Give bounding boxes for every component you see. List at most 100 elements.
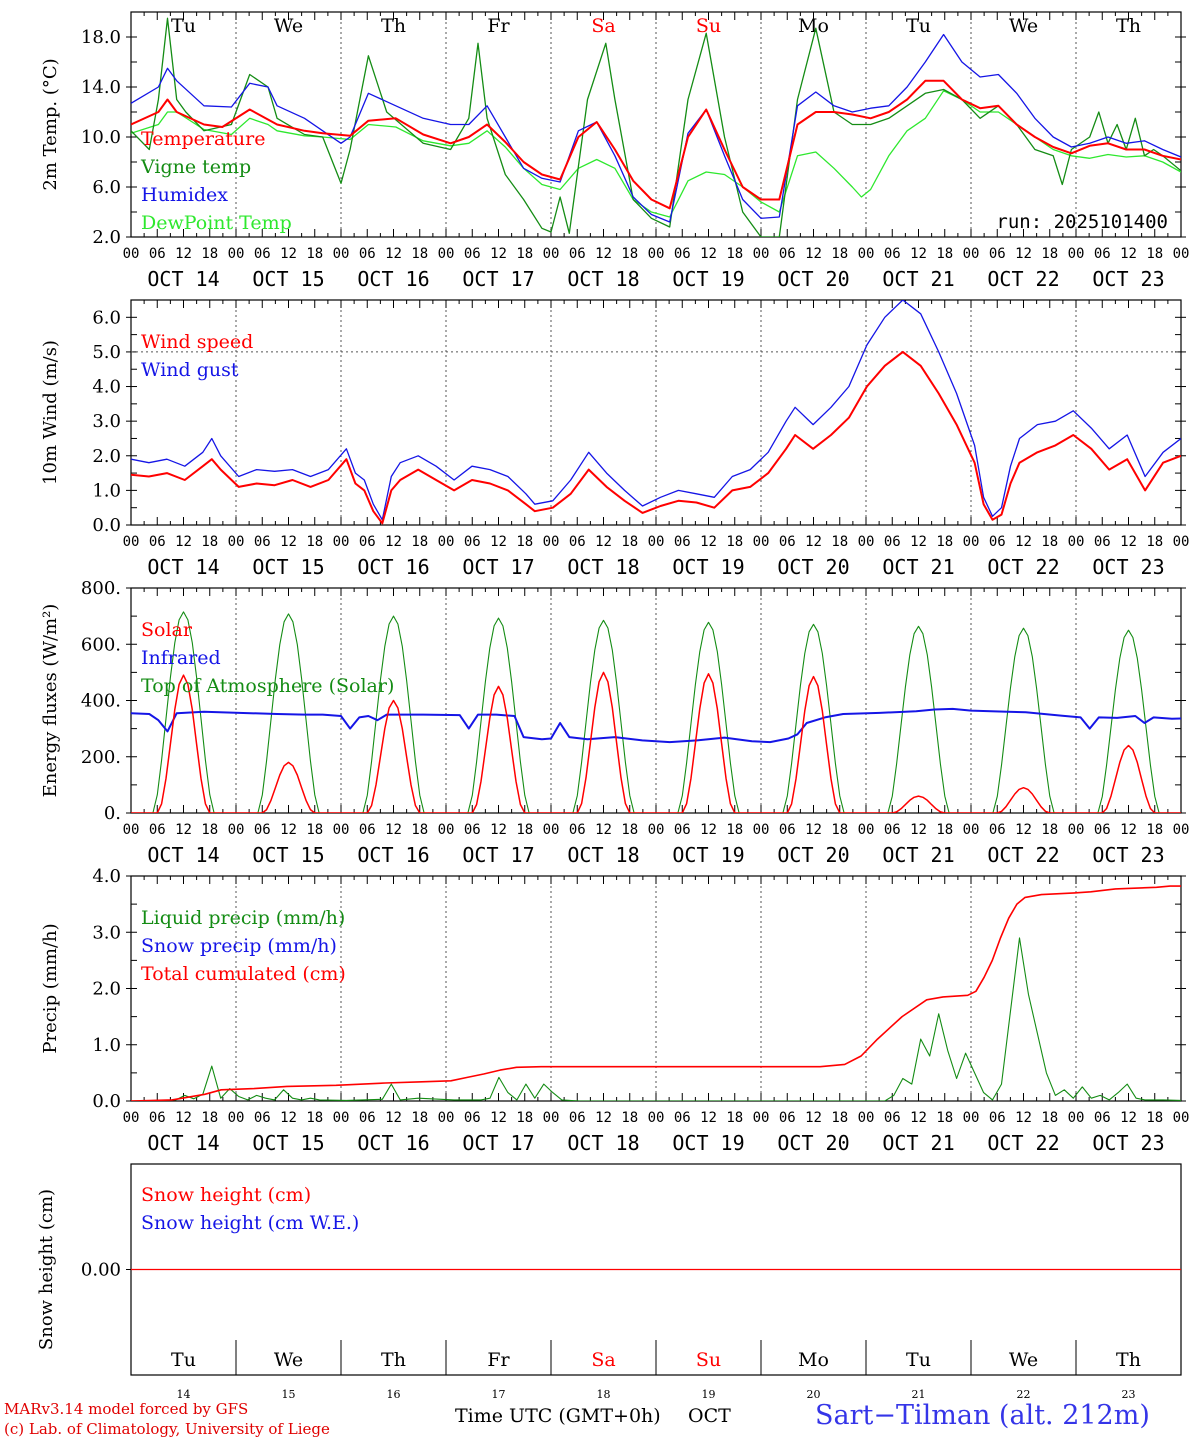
hour-tick-label: 18 xyxy=(621,534,638,550)
hour-tick-label: 18 xyxy=(1041,534,1058,550)
day-label: OCT 16 xyxy=(357,1131,429,1155)
hour-tick-label: 00 xyxy=(1068,822,1085,838)
y-tick-label: 1.0 xyxy=(92,1035,121,1056)
day-number-label: 19 xyxy=(702,1388,716,1401)
hour-tick-label: 12 xyxy=(280,534,297,550)
day-label: OCT 18 xyxy=(567,843,639,867)
hour-tick-label: 06 xyxy=(359,1110,376,1126)
day-label: OCT 20 xyxy=(777,267,849,291)
legend-top-of-atmosphere-solar-: Top of Atmosphere (Solar) xyxy=(141,675,394,697)
hour-tick-label: 06 xyxy=(149,822,166,838)
hour-tick-label: 12 xyxy=(490,246,507,262)
hour-tick-label: 06 xyxy=(359,246,376,262)
y-tick-label: 0.0 xyxy=(92,1091,121,1112)
hour-tick-label: 12 xyxy=(175,1110,192,1126)
hour-tick-label: 00 xyxy=(753,822,770,838)
hour-tick-label: 00 xyxy=(858,246,875,262)
legend-infrared: Infrared xyxy=(141,647,221,669)
hour-tick-label: 18 xyxy=(201,1110,218,1126)
hour-tick-label: 12 xyxy=(1015,534,1032,550)
y-tick-label: 400. xyxy=(81,691,121,712)
hour-tick-label: 00 xyxy=(858,534,875,550)
series-dewpoint-temp xyxy=(131,90,1181,218)
hour-tick-label: 00 xyxy=(228,1110,245,1126)
hour-tick-label: 00 xyxy=(648,822,665,838)
hour-tick-label: 18 xyxy=(411,534,428,550)
hour-tick-label: 18 xyxy=(411,822,428,838)
y-tick-label: 5.0 xyxy=(92,342,121,363)
hour-tick-label: 06 xyxy=(464,822,481,838)
hour-tick-label: 12 xyxy=(490,1110,507,1126)
day-label: OCT 21 xyxy=(882,843,954,867)
hour-tick-label: 12 xyxy=(595,822,612,838)
hour-tick-label: 06 xyxy=(464,534,481,550)
hour-tick-label: 12 xyxy=(910,534,927,550)
hour-tick-label: 12 xyxy=(1120,534,1137,550)
legend-snow-height-cm-: Snow height (cm) xyxy=(141,1184,311,1206)
hour-tick-label: 18 xyxy=(516,822,533,838)
series-liquid-precip xyxy=(131,937,1181,1101)
legend-liquid-precip-mm-h-: Liquid precip (mm/h) xyxy=(141,907,345,929)
legend-snow-precip-mm-h-: Snow precip (mm/h) xyxy=(141,935,337,957)
hour-tick-label: 06 xyxy=(359,534,376,550)
legend-wind-speed: Wind speed xyxy=(141,331,253,353)
day-label: OCT 19 xyxy=(672,1131,744,1155)
day-label: OCT 17 xyxy=(462,267,534,291)
series-temperature xyxy=(131,79,1181,210)
hour-tick-label: 06 xyxy=(149,534,166,550)
hour-tick-label: 00 xyxy=(228,246,245,262)
hour-tick-label: 18 xyxy=(1041,1110,1058,1126)
hour-tick-label: 00 xyxy=(438,1110,455,1126)
hour-tick-label: 06 xyxy=(884,822,901,838)
model-credit: MARv3.14 model forced by GFS xyxy=(4,1400,249,1418)
weekday-label: Tu xyxy=(171,1349,196,1371)
y-tick-label: 4.0 xyxy=(92,866,121,887)
hour-tick-label: 06 xyxy=(884,534,901,550)
y-tick-label: 3.0 xyxy=(92,411,121,432)
y-tick-label: 6.0 xyxy=(92,177,121,198)
day-number-label: 20 xyxy=(807,1388,821,1401)
day-label: OCT 14 xyxy=(147,267,219,291)
hour-tick-label: 06 xyxy=(989,246,1006,262)
hour-tick-label: 18 xyxy=(1146,534,1163,550)
hour-tick-label: 12 xyxy=(490,534,507,550)
hour-tick-label: 12 xyxy=(1120,822,1137,838)
hour-tick-label: 12 xyxy=(1120,246,1137,262)
hour-tick-label: 12 xyxy=(910,822,927,838)
hour-tick-label: 06 xyxy=(464,246,481,262)
hour-tick-label: 00 xyxy=(1068,246,1085,262)
series-wind-speed xyxy=(131,350,1181,525)
hour-tick-label: 18 xyxy=(621,1110,638,1126)
y-tick-label: 14.0 xyxy=(81,77,121,98)
y-axis-label: 10m Wind (m/s) xyxy=(40,340,61,485)
hour-tick-label: 18 xyxy=(516,534,533,550)
day-label: OCT 15 xyxy=(252,843,324,867)
hour-tick-label: 12 xyxy=(1120,1110,1137,1126)
hour-tick-label: 12 xyxy=(1015,1110,1032,1126)
hour-tick-label: 00 xyxy=(123,534,140,550)
day-label: OCT 23 xyxy=(1092,843,1164,867)
hour-tick-label: 18 xyxy=(831,1110,848,1126)
hour-tick-label: 18 xyxy=(306,246,323,262)
hour-tick-label: 06 xyxy=(779,1110,796,1126)
hour-tick-label: 18 xyxy=(831,534,848,550)
weekday-label: Th xyxy=(381,1349,406,1371)
hour-tick-label: 12 xyxy=(910,1110,927,1126)
day-label: OCT 15 xyxy=(252,1131,324,1155)
hour-tick-label: 18 xyxy=(936,246,953,262)
weekday-label: Tu xyxy=(171,15,196,37)
day-label: OCT 18 xyxy=(567,1131,639,1155)
y-tick-label: 0.00 xyxy=(81,1260,121,1281)
hour-tick-label: 18 xyxy=(1146,822,1163,838)
hour-tick-label: 00 xyxy=(228,822,245,838)
day-number-label: 17 xyxy=(492,1388,506,1401)
day-number-label: 18 xyxy=(597,1388,611,1401)
y-tick-label: 3.0 xyxy=(92,922,121,943)
hour-tick-label: 00 xyxy=(1068,534,1085,550)
y-tick-label: 200. xyxy=(81,747,121,768)
hour-tick-label: 00 xyxy=(438,534,455,550)
hour-tick-label: 06 xyxy=(1094,1110,1111,1126)
hour-tick-label: 18 xyxy=(621,822,638,838)
day-number-label: 16 xyxy=(387,1388,401,1401)
hour-tick-label: 12 xyxy=(595,246,612,262)
